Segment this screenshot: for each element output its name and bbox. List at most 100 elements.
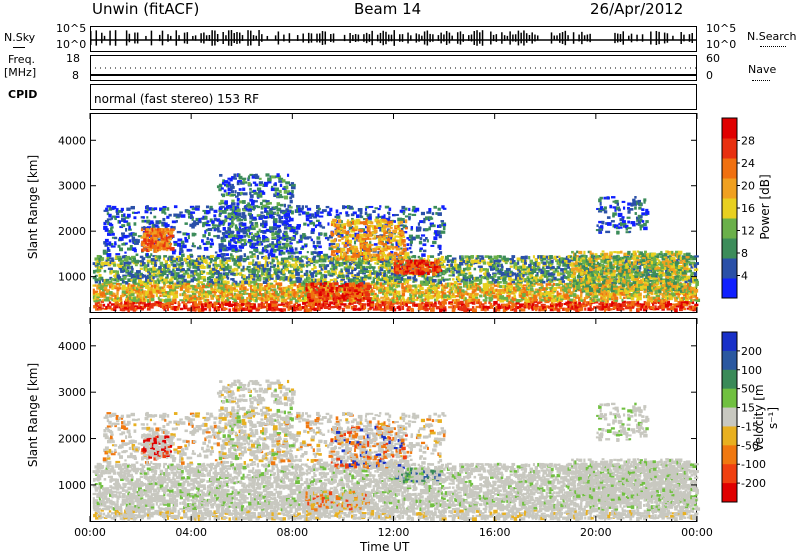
- power-echo-cell: [380, 282, 382, 285]
- power-echo-cell: [345, 306, 350, 309]
- power-echo-cell: [93, 277, 97, 279]
- velocity-echo-cell: [589, 514, 591, 517]
- velocity-echo-cell: [535, 513, 539, 516]
- velocity-echo-cell: [411, 517, 414, 521]
- power-echo-cell: [283, 308, 286, 311]
- velocity-echo-cell: [159, 503, 161, 505]
- velocity-echo-cell: [473, 510, 475, 514]
- velocity-echo-cell: [111, 467, 114, 470]
- velocity-echo-cell: [459, 495, 462, 497]
- velocity-echo-cell: [107, 512, 109, 515]
- power-echo-cell: [589, 305, 591, 308]
- power-echo-cell: [514, 308, 518, 312]
- power-echo-cell: [580, 299, 583, 302]
- power-echo-cell: [330, 306, 335, 308]
- velocity-echo-cell: [246, 506, 248, 508]
- velocity-echo-cell: [580, 506, 582, 508]
- velocity-echo-cell: [289, 509, 292, 513]
- velocity-echo-cell: [363, 514, 365, 517]
- power-echo-cell: [253, 303, 255, 306]
- velocity-echo-cell: [425, 517, 429, 521]
- power-echo-cell: [259, 283, 263, 286]
- velocity-echo-cell: [573, 508, 577, 511]
- velocity-echo-cell: [371, 501, 374, 504]
- power-echo-cell: [116, 270, 119, 274]
- velocity-echo-cell: [432, 499, 434, 502]
- power-echo-cell: [232, 289, 234, 291]
- velocity-echo-cell: [513, 503, 516, 507]
- velocity-echo-cell: [493, 510, 497, 514]
- power-echo-cell: [452, 293, 455, 296]
- power-echo-cell: [584, 308, 586, 311]
- power-echo-cell: [567, 289, 571, 292]
- power-echo-cell: [104, 261, 107, 265]
- velocity-echo-cell: [244, 500, 246, 503]
- power-echo-cell: [178, 301, 180, 305]
- power-echo-cell: [472, 306, 474, 308]
- velocity-echo-cell: [190, 499, 194, 501]
- power-echo-cell: [534, 283, 536, 285]
- power-echo-cell: [438, 285, 441, 288]
- velocity-echo-cell: [382, 491, 387, 493]
- power-echo-cell: [373, 290, 375, 292]
- power-echo-cell: [690, 299, 692, 302]
- velocity-echo-cell: [553, 491, 555, 494]
- velocity-echo-cell: [521, 517, 525, 520]
- power-echo-cell: [610, 308, 612, 310]
- power-echo-cell: [120, 268, 122, 271]
- velocity-echo-cell: [483, 508, 488, 510]
- velocity-echo-cell: [594, 503, 598, 507]
- power-echo-cell: [342, 308, 345, 312]
- velocity-echo-cell: [607, 501, 609, 504]
- velocity-echo-cell: [499, 494, 502, 497]
- velocity-echo-cell: [567, 514, 569, 517]
- power-echo-cell: [95, 284, 97, 286]
- velocity-echo-cell: [508, 502, 510, 504]
- velocity-echo-cell: [506, 504, 508, 506]
- power-echo-cell: [401, 306, 404, 310]
- velocity-echo-cell: [580, 516, 583, 519]
- velocity-echo-cell: [185, 514, 187, 517]
- velocity-echo-cell: [283, 517, 286, 520]
- velocity-echo-cell: [134, 514, 137, 516]
- power-echo-cell: [204, 308, 206, 311]
- power-echo-cell: [443, 306, 447, 308]
- velocity-echo-cell: [217, 517, 220, 520]
- power-echo-cell: [561, 303, 563, 307]
- velocity-echo-cell: [397, 500, 399, 503]
- velocity-echo-cell: [448, 515, 452, 517]
- power-echo-cell: [425, 308, 429, 312]
- velocity-echo-cell: [340, 512, 343, 514]
- power-echo-cell: [150, 295, 154, 298]
- power-echo-cell: [392, 308, 396, 311]
- power-echo-cell: [292, 289, 296, 291]
- power-echo-cell: [338, 306, 341, 308]
- power-echo-cell: [371, 289, 374, 293]
- power-echo-cell: [497, 304, 500, 307]
- power-echo-cell: [275, 308, 279, 311]
- power-echo-cell: [225, 290, 227, 293]
- velocity-echo-cell: [223, 517, 228, 519]
- velocity-echo-cell: [185, 512, 187, 514]
- power-echo-cell: [185, 305, 187, 308]
- power-echo-cell: [266, 290, 268, 293]
- power-echo-cell: [438, 291, 441, 294]
- power-echo-cell: [338, 308, 340, 310]
- velocity-echo-cell: [228, 517, 230, 520]
- velocity-echo-cell: [514, 517, 518, 521]
- power-echo-cell: [116, 291, 118, 293]
- power-echo-cell: [535, 307, 538, 311]
- velocity-echo-cell: [228, 501, 230, 504]
- velocity-echo-cell: [443, 515, 447, 517]
- power-echo-cell: [506, 295, 508, 297]
- velocity-echo-cell: [176, 517, 179, 519]
- velocity-echo-cell: [528, 495, 531, 497]
- power-echo-cell: [452, 287, 454, 291]
- power-echo-cell: [113, 264, 116, 267]
- velocity-echo-cell: [559, 501, 562, 503]
- power-echo-cell: [161, 287, 163, 289]
- velocity-echo-cell: [532, 512, 535, 515]
- power-echo-cell: [443, 289, 446, 291]
- velocity-echo-cell: [246, 497, 249, 500]
- velocity-echo-cell: [102, 513, 105, 516]
